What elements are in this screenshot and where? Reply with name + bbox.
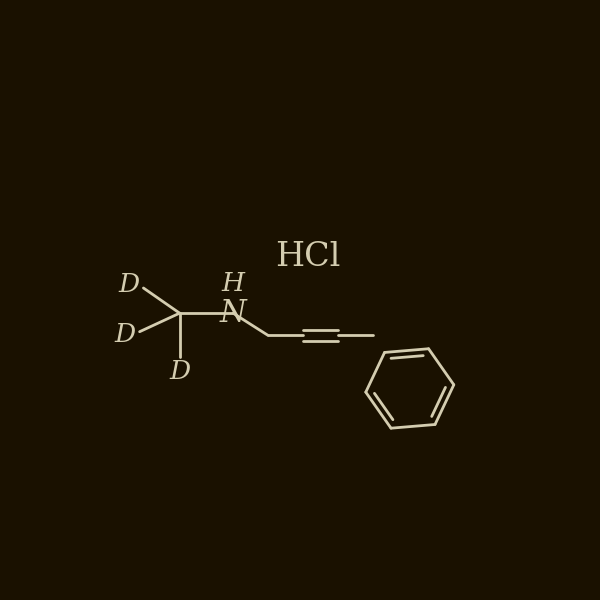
Text: D: D	[118, 272, 139, 297]
Text: D: D	[114, 322, 135, 347]
Text: D: D	[169, 359, 190, 385]
Text: H: H	[221, 271, 245, 296]
Text: N: N	[220, 298, 247, 329]
Text: HCl: HCl	[275, 241, 340, 273]
